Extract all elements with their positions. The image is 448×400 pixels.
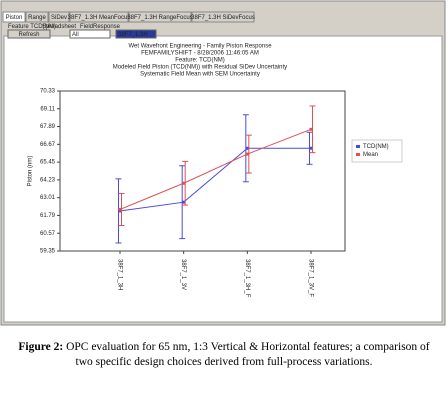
chart-title: Feature: TCD(NM) [175, 58, 225, 64]
legend-label[interactable]: TCD(NM) [363, 144, 389, 150]
series-line [119, 147, 311, 212]
dropdown-value[interactable]: 38F7_1.3H [118, 32, 148, 38]
y-tick-label: 69.11 [40, 106, 55, 112]
point [182, 181, 186, 185]
refresh-button[interactable] [7, 29, 51, 39]
caption-label: Figure 2: [18, 341, 64, 353]
chart-title: Modeled Field Piston (TCD(NM)) with Resi… [113, 65, 287, 71]
dropdown[interactable] [69, 29, 111, 39]
y-tick-label: 66.67 [40, 142, 56, 148]
y-tick-label: 59.35 [40, 249, 56, 255]
legend-swatch [356, 145, 360, 148]
y-tick-label: 61.79 [40, 213, 56, 219]
legend-label[interactable]: Mean [363, 152, 378, 158]
chart-title: Systematic Field Mean with SEM Uncertain… [140, 72, 260, 78]
dropdown[interactable] [115, 29, 157, 39]
screenshot: Piston Range SiDev 38F7_1.3H MeanFocus38F7_… [0, 0, 446, 326]
y-tick-label: 70.33 [40, 89, 56, 95]
point [245, 152, 249, 156]
y-axis-label: Piston (nm) [28, 156, 34, 187]
point [118, 207, 122, 211]
legend-box [351, 139, 403, 163]
chart-title: Wet Wavefront Engineering - Family Pisto… [128, 44, 272, 50]
tab-label[interactable]: 38F7_1.3H MeanFocus [68, 15, 131, 21]
point [309, 127, 313, 131]
x-tick-label: 38F7_1_3H_F [244, 259, 250, 298]
x-tick-label: 38F7_1_3H [116, 259, 122, 290]
tab-label[interactable]: 38F7_1.3H SiDevFocus [191, 15, 255, 21]
y-tick-label: 63.01 [40, 195, 56, 201]
field-label: FieldResponse [80, 24, 121, 30]
y-tick-label: 64.23 [40, 177, 56, 183]
point [182, 200, 186, 204]
chart-title: FEMFAMILYSHIFT - 8/28/2006 11:46:05 AM [141, 51, 259, 57]
plot-frame [59, 90, 346, 252]
tab[interactable] [48, 11, 70, 23]
tab-label[interactable]: 38F7_1.3H RangeFocus [127, 15, 192, 21]
point [309, 146, 313, 150]
refresh-label[interactable]: Refresh [18, 32, 39, 38]
tab-label[interactable]: SiDev [51, 15, 67, 21]
tab-label[interactable]: Piston [6, 15, 23, 21]
dropdown-value[interactable]: All [72, 32, 79, 38]
tab[interactable] [2, 11, 26, 23]
legend-swatch [356, 153, 360, 156]
series-line [119, 128, 312, 210]
chart-area [3, 35, 443, 323]
field-label: Feature TCD(NM) [8, 24, 56, 30]
tab[interactable] [25, 11, 49, 23]
tab[interactable] [191, 11, 255, 23]
x-tick-label: 38F7_1_3V [180, 259, 186, 290]
y-tick-label: 67.89 [40, 124, 56, 130]
tab[interactable] [69, 11, 129, 23]
y-tick-label: 65.45 [40, 160, 56, 166]
x-tick-label: 38F7_1_3V_F [307, 259, 313, 297]
point [245, 146, 249, 150]
y-tick-label: 60.57 [40, 231, 56, 237]
caption: Figure 2: OPC evaluation for 65 nm, 1:3 … [10, 340, 438, 370]
caption-text: OPC evaluation for 65 nm, 1:3 Vertical &… [66, 341, 430, 368]
tab[interactable] [128, 11, 192, 23]
field-label: Spreadsheet [42, 24, 76, 30]
tab-label[interactable]: Range [28, 15, 46, 21]
